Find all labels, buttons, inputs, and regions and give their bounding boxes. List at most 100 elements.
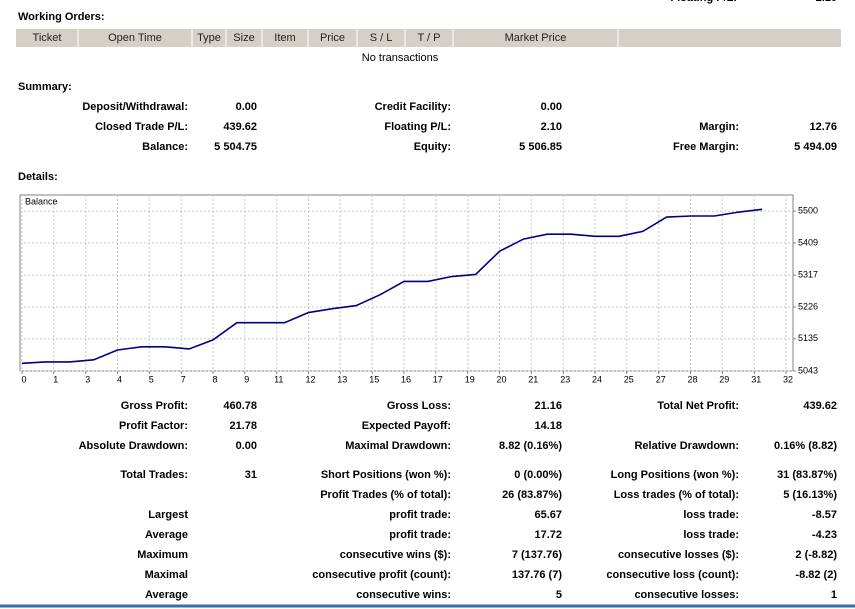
chart-frame xyxy=(19,194,794,372)
y-tick-label: 5317 xyxy=(798,270,818,280)
x-tick-label: 20 xyxy=(496,374,506,384)
value: -4.23 xyxy=(812,529,837,541)
label: consecutive wins ($): xyxy=(340,549,451,561)
x-tick-label: 12 xyxy=(305,374,315,384)
empty-message: No transactions xyxy=(362,52,439,64)
label: Maximal xyxy=(145,569,188,581)
value: 439.62 xyxy=(803,400,837,412)
value: 5 494.09 xyxy=(794,141,837,153)
value: 439.62 xyxy=(223,121,257,133)
y-tick-label: 5500 xyxy=(798,205,818,215)
x-tick-label: 28 xyxy=(687,374,697,384)
value: 8.82 (0.16%) xyxy=(499,440,562,452)
value: 5 506.85 xyxy=(519,141,562,153)
value: -8.82 (2) xyxy=(795,569,837,581)
x-tick-label: 23 xyxy=(560,374,570,384)
label: Margin: xyxy=(699,121,739,133)
label: Credit Facility: xyxy=(375,101,451,113)
value: 137.76 (7) xyxy=(512,569,562,581)
value: 0.00 xyxy=(541,101,562,113)
x-tick-label: 21 xyxy=(528,374,538,384)
value: 0.16% (8.82) xyxy=(774,440,837,452)
value: 0.00 xyxy=(236,101,257,113)
label: Floating P/L: xyxy=(384,121,451,133)
value: 26 (83.87%) xyxy=(502,489,562,501)
label: consecutive losses: xyxy=(634,589,739,601)
label: Loss trades (% of total): xyxy=(614,489,739,501)
x-tick-label: 16 xyxy=(401,374,411,384)
label: Gross Loss: xyxy=(387,400,451,412)
y-tick-label: 5043 xyxy=(798,365,818,375)
label: Profit Trades (% of total): xyxy=(320,489,451,501)
value: 2 (-8.82) xyxy=(795,549,837,561)
label: Absolute Drawdown: xyxy=(79,440,188,452)
x-tick-label: 1 xyxy=(53,374,58,384)
label: consecutive wins: xyxy=(356,589,451,601)
label: Largest xyxy=(148,509,188,521)
column-header: Market Price xyxy=(505,32,567,44)
label: loss trade: xyxy=(683,529,739,541)
label: Gross Profit: xyxy=(121,400,188,412)
label: Long Positions (won %): xyxy=(611,469,739,481)
y-tick-label: 5409 xyxy=(798,237,818,247)
value: 7 (137.76) xyxy=(512,549,562,561)
x-tick-label: 17 xyxy=(433,374,443,384)
label: Relative Drawdown: xyxy=(634,440,739,452)
x-tick-label: 3 xyxy=(85,374,90,384)
x-tick-label: 13 xyxy=(337,374,347,384)
value: 31 (83.87%) xyxy=(777,469,837,481)
label: Maximum xyxy=(137,549,188,561)
label: Deposit/Withdrawal: xyxy=(82,101,188,113)
x-tick-label: 19 xyxy=(465,374,475,384)
x-tick-label: 27 xyxy=(656,374,666,384)
x-tick-label: 0 xyxy=(21,374,26,384)
label: Total Net Profit: xyxy=(657,400,739,412)
value: 65.67 xyxy=(534,509,562,521)
label: Average xyxy=(145,589,188,601)
label: Equity: xyxy=(414,141,451,153)
label: consecutive loss (count): xyxy=(606,569,739,581)
x-tick-label: 11 xyxy=(274,374,283,384)
label: Balance: xyxy=(142,141,188,153)
x-tick-label: 7 xyxy=(181,374,186,384)
x-tick-label: 24 xyxy=(592,374,602,384)
fragment-label: Floating P/L: xyxy=(670,0,737,4)
label: consecutive losses ($): xyxy=(618,549,739,561)
legend-label: Balance xyxy=(25,196,58,206)
x-tick-label: 31 xyxy=(751,374,761,384)
value: 31 xyxy=(245,469,257,481)
label: profit trade: xyxy=(389,529,451,541)
value: 0 (0.00%) xyxy=(514,469,562,481)
column-header: Type xyxy=(197,32,221,44)
value: 2.10 xyxy=(541,121,562,133)
value: -8.57 xyxy=(812,509,837,521)
label: Average xyxy=(145,529,188,541)
label: Total Trades: xyxy=(120,469,188,481)
column-header: T / P xyxy=(417,32,440,44)
section-title: Working Orders: xyxy=(18,11,105,23)
table-header-bar xyxy=(16,29,841,47)
label: Profit Factor: xyxy=(119,420,188,432)
value: 5 504.75 xyxy=(214,141,257,153)
value: 14.18 xyxy=(534,420,562,432)
x-tick-label: 15 xyxy=(369,374,379,384)
label: Free Margin: xyxy=(673,141,739,153)
x-tick-label: 9 xyxy=(244,374,249,384)
x-tick-label: 4 xyxy=(117,374,122,384)
column-header: Size xyxy=(233,32,254,44)
x-tick-label: 5 xyxy=(149,374,154,384)
value: 17.72 xyxy=(534,529,562,541)
x-tick-label: 29 xyxy=(719,374,729,384)
x-tick-label: 25 xyxy=(624,374,634,384)
section-title: Summary: xyxy=(18,81,72,93)
label: Expected Payoff: xyxy=(362,420,451,432)
value: 5 (16.13%) xyxy=(783,489,837,501)
value: 21.16 xyxy=(534,400,562,412)
value: 1 xyxy=(831,589,837,601)
section-title: Details: xyxy=(18,171,58,183)
column-header: Price xyxy=(320,32,345,44)
label: consecutive profit (count): xyxy=(312,569,451,581)
value: 0.00 xyxy=(236,440,257,452)
x-tick-label: 8 xyxy=(212,374,217,384)
